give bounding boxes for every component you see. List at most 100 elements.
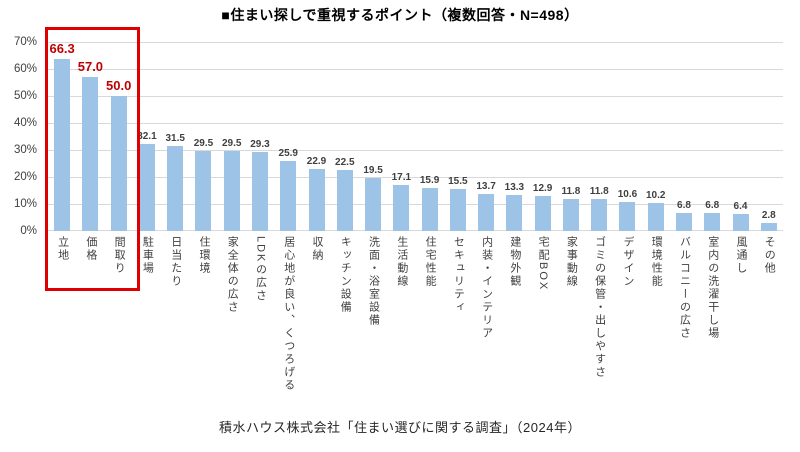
bar-value-label: 29.3: [250, 138, 270, 150]
bar: [280, 161, 297, 231]
bar: [365, 178, 382, 231]
y-tick-label: 70%: [13, 36, 37, 48]
category-cell: LDKの広さ: [246, 236, 274, 412]
bar: [675, 212, 692, 231]
source-note: 積水ハウス株式会社「住まい選びに関する調査」（2024年）: [219, 420, 581, 435]
bar-column: 66.3: [48, 42, 76, 231]
bar-value-label: 13.7: [476, 181, 496, 193]
bar-value-label: 6.8: [705, 199, 720, 211]
category-cell: 駐車場: [133, 236, 161, 412]
category-cell: 住宅性能: [415, 236, 443, 412]
bar-column: 29.5: [218, 42, 246, 231]
bar: [393, 184, 410, 231]
bar: [732, 213, 749, 231]
category-cell: 洗面・浴室設備: [359, 236, 387, 412]
bar-column: 2.8: [755, 42, 783, 231]
bar-column: 15.9: [415, 42, 443, 231]
bar-value-label: 31.5: [165, 132, 185, 144]
bar-column: 29.3: [246, 42, 274, 231]
category-cell: 立地: [48, 236, 76, 412]
bar: [704, 212, 721, 231]
bar-column: 6.8: [698, 42, 726, 231]
bar-column: 22.9: [302, 42, 330, 231]
bar: [308, 169, 325, 231]
bar: [449, 189, 466, 231]
category-label: 風通し: [735, 236, 747, 275]
bar-value-label: 6.8: [677, 199, 691, 211]
category-cell: セキュリティ: [444, 236, 472, 412]
bar: [110, 96, 127, 231]
bar: [619, 202, 636, 231]
bar-column: 13.7: [472, 42, 500, 231]
category-cell: 住環境: [189, 236, 217, 412]
bar-value-label: 29.5: [221, 138, 242, 150]
bar: [54, 59, 71, 231]
chart-title: ■住まい探しで重視するポイント（複数回答・N=498）: [221, 7, 579, 23]
bar: [167, 145, 184, 231]
category-label: 洗面・浴室設備: [367, 236, 380, 327]
y-tick-label: 0%: [20, 225, 37, 237]
bar-value-label: 15.9: [419, 175, 440, 187]
category-label: 家事動線: [565, 236, 578, 288]
category-label: デザイン: [621, 236, 634, 288]
bar-column: 32.1: [133, 42, 161, 231]
category-label: 日当たり: [169, 236, 182, 288]
bar-column: 10.6: [613, 42, 641, 231]
bar-value-label: 11.8: [561, 186, 581, 198]
gridline: [48, 68, 783, 70]
category-label: 駐車場: [141, 236, 154, 275]
bar-value-label: 57.0: [77, 59, 104, 75]
category-cell: バルコニーの広さ: [670, 236, 698, 412]
gridline: [48, 41, 783, 43]
bar: [82, 77, 99, 231]
x-axis: 立地 価格 間取り 駐車場 日当たり 住環境 家全体の広さ LDKの広さ 居心地が良い、くつろげ…: [48, 236, 783, 412]
category-cell: 収納: [302, 236, 330, 412]
y-tick-label: 20%: [13, 171, 37, 183]
category-label: 価格: [84, 236, 97, 262]
bar-column: 22.5: [331, 42, 359, 231]
category-label: 立地: [56, 236, 69, 262]
bar: [421, 188, 438, 231]
bar-column: 12.9: [529, 42, 557, 231]
category-label: 宅配BOX: [537, 236, 550, 292]
bar-value-label: 22.9: [306, 156, 327, 168]
bar-value-label: 10.2: [645, 190, 666, 202]
y-tick-label: 40%: [13, 117, 37, 129]
bar-value-label: 15.5: [448, 176, 468, 188]
category-cell: 価格: [76, 236, 104, 412]
category-label: 内装・インテリア: [480, 236, 493, 340]
category-cell: 居心地が良い、くつろげる: [274, 236, 302, 412]
bars-row: 66.3 57.0 50.0 32.1 31.5 29.5 29.5 29.3 25.9 22.9…: [48, 42, 783, 231]
bar-column: 6.4: [726, 42, 754, 231]
category-label: 建物外観: [508, 236, 521, 288]
bar-value-label: 12.9: [532, 183, 553, 195]
bar-column: 29.5: [189, 42, 217, 231]
y-tick-label: 50%: [13, 90, 37, 102]
category-label: ゴミの保管・出しやすさ: [593, 236, 606, 379]
bar: [223, 151, 240, 231]
bar: [478, 194, 495, 231]
y-tick-label: 60%: [13, 63, 37, 75]
bar-column: 10.2: [642, 42, 670, 231]
category-cell: 間取り: [105, 236, 133, 412]
category-cell: キッチン設備: [331, 236, 359, 412]
bar-column: 50.0: [105, 42, 133, 231]
bar-value-label: 66.3: [49, 41, 75, 56]
bar-value-label: 11.8: [589, 186, 609, 198]
bar: [195, 151, 212, 231]
y-tick-label: 10%: [13, 198, 37, 210]
bar-value-label: 19.5: [363, 165, 383, 177]
category-cell: 風通し: [726, 236, 754, 412]
gridline: [48, 122, 783, 124]
bar: [336, 170, 353, 231]
category-cell: その他: [755, 236, 783, 412]
bar-column: 19.5: [359, 42, 387, 231]
category-label: 住環境: [197, 236, 210, 275]
category-cell: 環境性能: [642, 236, 670, 412]
category-label: 環境性能: [650, 236, 663, 288]
bar: [647, 203, 664, 231]
bar-value-label: 25.9: [278, 148, 298, 160]
category-label: キッチン設備: [339, 236, 352, 314]
bar-value-label: 6.4: [733, 200, 748, 212]
